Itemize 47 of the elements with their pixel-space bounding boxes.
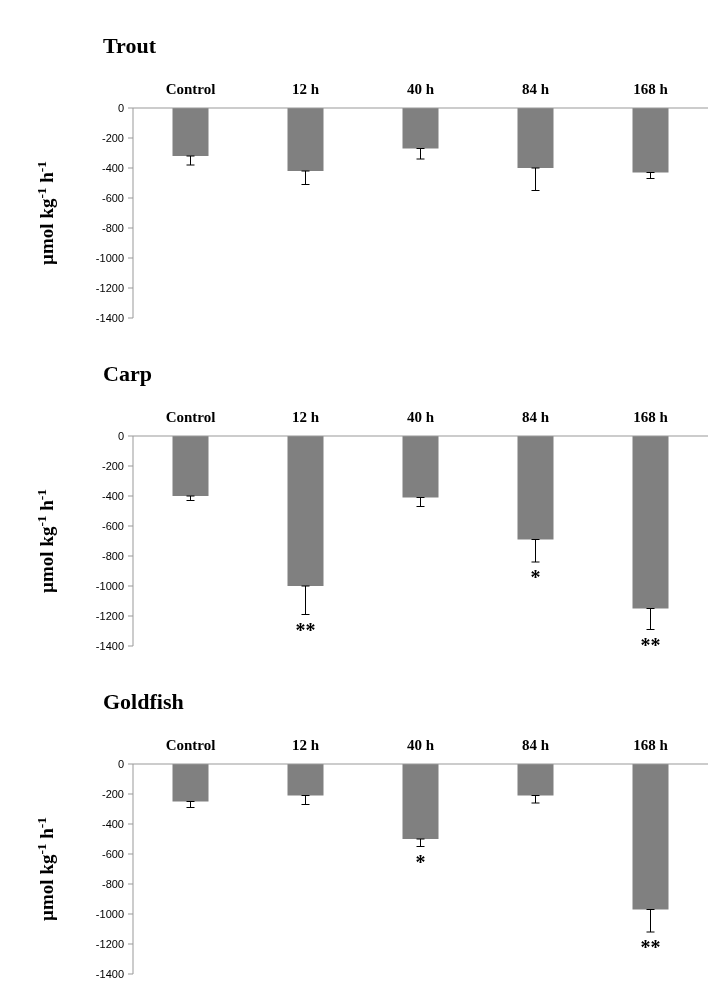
y-tick-label: 0 — [117, 757, 124, 770]
y-tick-label: -800 — [101, 877, 124, 890]
annotation: ** — [640, 633, 661, 656]
chart-title: Trout — [103, 33, 157, 58]
x-tick-label: 12 h — [291, 737, 320, 753]
y-tick-label: -600 — [101, 847, 124, 860]
x-tick-label: 40 h — [406, 409, 435, 425]
y-tick-label: -1000 — [95, 251, 124, 264]
x-tick-label: 40 h — [406, 81, 435, 97]
annotation: ** — [640, 936, 661, 958]
y-tick-label: -1200 — [95, 937, 124, 950]
y-tick-label: -800 — [101, 221, 124, 234]
x-tick-label: 12 h — [291, 409, 320, 425]
x-tick-label: Control — [165, 81, 216, 97]
y-tick-label: -1200 — [95, 609, 124, 622]
x-tick-label: 12 h — [291, 81, 320, 97]
x-tick-label: Control — [165, 737, 216, 753]
y-tick-label: -400 — [101, 817, 124, 830]
annotation: * — [530, 566, 541, 588]
x-tick-label: 168 h — [633, 737, 669, 753]
y-tick-label: -200 — [101, 131, 124, 144]
y-tick-label: 0 — [117, 429, 124, 442]
y-tick-label: -600 — [101, 519, 124, 532]
y-tick-label: 0 — [117, 101, 124, 114]
y-tick-label: -1400 — [95, 967, 124, 980]
y-tick-label: -600 — [101, 191, 124, 204]
y-tick-label: -400 — [101, 161, 124, 174]
y-tick-label: -1000 — [95, 579, 124, 592]
chart-title: Carp — [103, 361, 152, 386]
y-tick-label: -200 — [101, 459, 124, 472]
chart-title: Goldfish — [103, 689, 184, 714]
x-tick-label: 40 h — [406, 737, 435, 753]
y-tick-label: -400 — [101, 489, 124, 502]
y-tick-label: -800 — [101, 549, 124, 562]
annotation: ** — [295, 618, 316, 641]
x-tick-label: 168 h — [633, 409, 669, 425]
y-tick-label: -1200 — [95, 281, 124, 294]
x-tick-label: Control — [165, 409, 216, 425]
x-tick-label: 84 h — [521, 737, 550, 753]
annotation: * — [415, 850, 426, 873]
y-tick-label: -200 — [101, 787, 124, 800]
x-tick-label: 168 h — [633, 81, 669, 97]
x-tick-label: 84 h — [521, 409, 550, 425]
y-tick-label: -1000 — [95, 907, 124, 920]
y-tick-label: -1400 — [95, 639, 124, 652]
x-tick-label: 84 h — [521, 81, 550, 97]
y-tick-label: -1400 — [95, 311, 124, 324]
